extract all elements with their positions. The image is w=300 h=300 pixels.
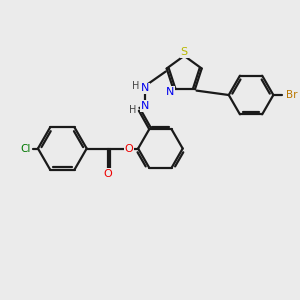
Text: O: O [124,143,133,154]
Text: N: N [141,101,150,111]
Text: Br: Br [286,90,298,100]
Text: H: H [132,81,140,91]
Text: N: N [166,87,174,97]
Text: S: S [181,47,188,57]
Text: H: H [129,105,136,115]
Text: Cl: Cl [20,143,31,154]
Text: O: O [104,169,112,179]
Text: N: N [141,83,150,94]
